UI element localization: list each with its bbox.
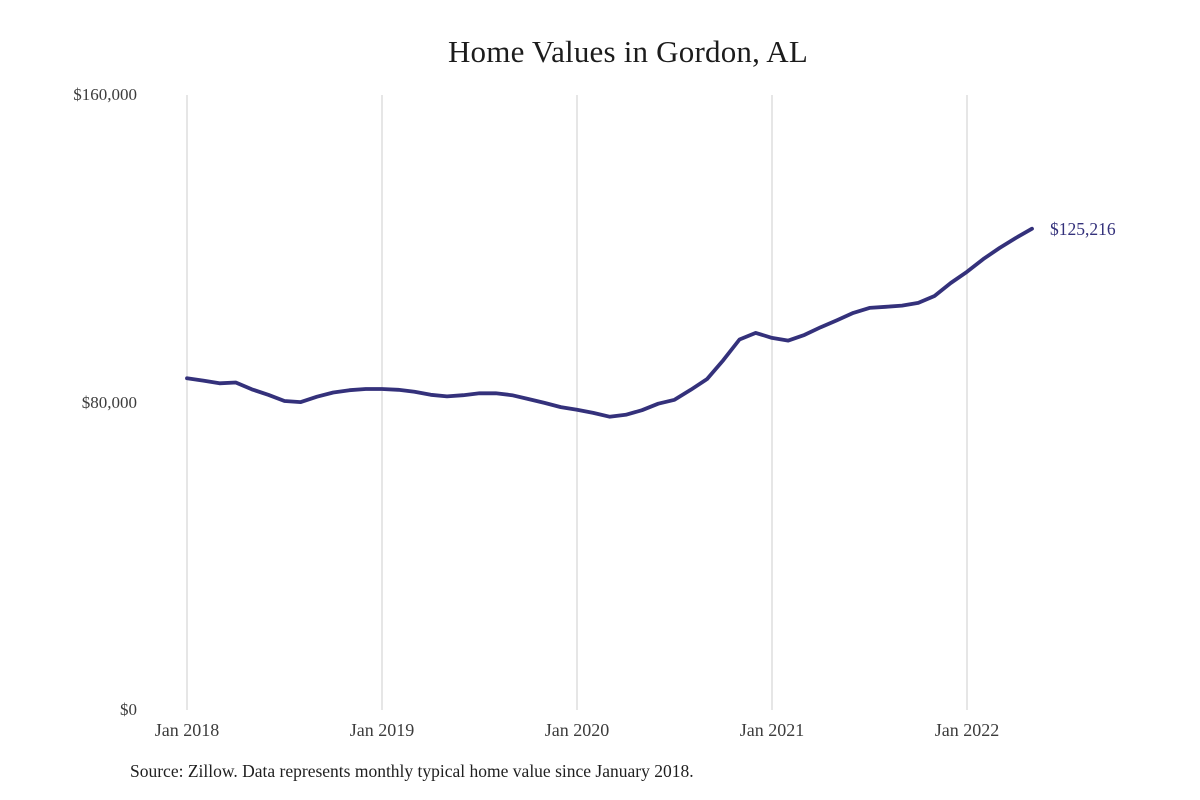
chart-title: Home Values in Gordon, AL (447, 34, 809, 69)
y-axis-tick-label-80000: $80,000 (81, 392, 137, 412)
source-note: Source: Zillow. Data represents monthly … (130, 761, 694, 781)
x-axis-tick-jan-2021: Jan 2021 (739, 720, 805, 740)
vertical-gridlines (186, 95, 968, 710)
y-axis-tick-label-0: $0 (120, 700, 137, 719)
x-axis-tick-jan-2022: Jan 2022 (934, 720, 1000, 740)
last-value-label: $125,216 (1050, 218, 1116, 239)
x-axis-tick-jan-2019: Jan 2019 (349, 720, 415, 740)
x-axis-tick-jan-2020: Jan 2020 (544, 720, 610, 740)
y-axis-tick-label-160000: $160,000 (73, 85, 137, 104)
x-axis-tick-jan-2018: Jan 2018 (154, 720, 220, 740)
home-value-line-series (185, 226, 1034, 419)
